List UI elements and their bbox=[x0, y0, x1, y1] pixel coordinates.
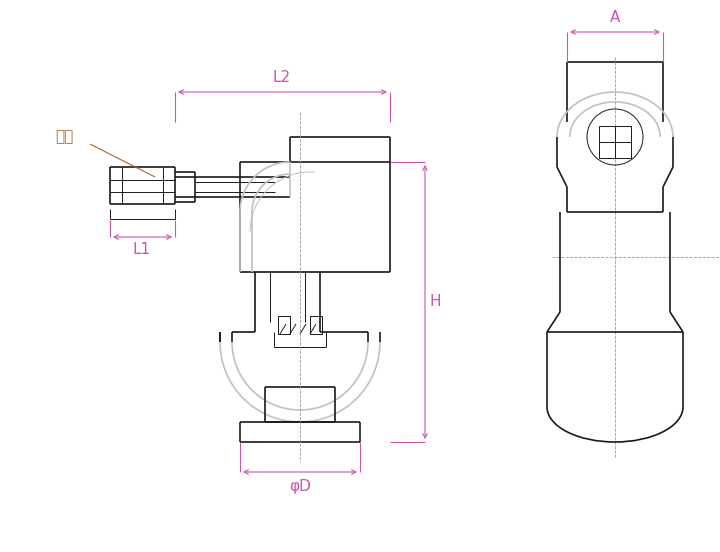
Text: ねじ: ねじ bbox=[55, 130, 73, 145]
Text: L1: L1 bbox=[133, 242, 151, 257]
Text: φD: φD bbox=[289, 479, 311, 493]
Bar bbox=[599, 126, 631, 158]
Text: L2: L2 bbox=[273, 71, 291, 86]
Text: H: H bbox=[429, 295, 441, 310]
Bar bbox=[278, 316, 290, 334]
Bar bbox=[310, 316, 322, 334]
Text: A: A bbox=[610, 10, 620, 25]
